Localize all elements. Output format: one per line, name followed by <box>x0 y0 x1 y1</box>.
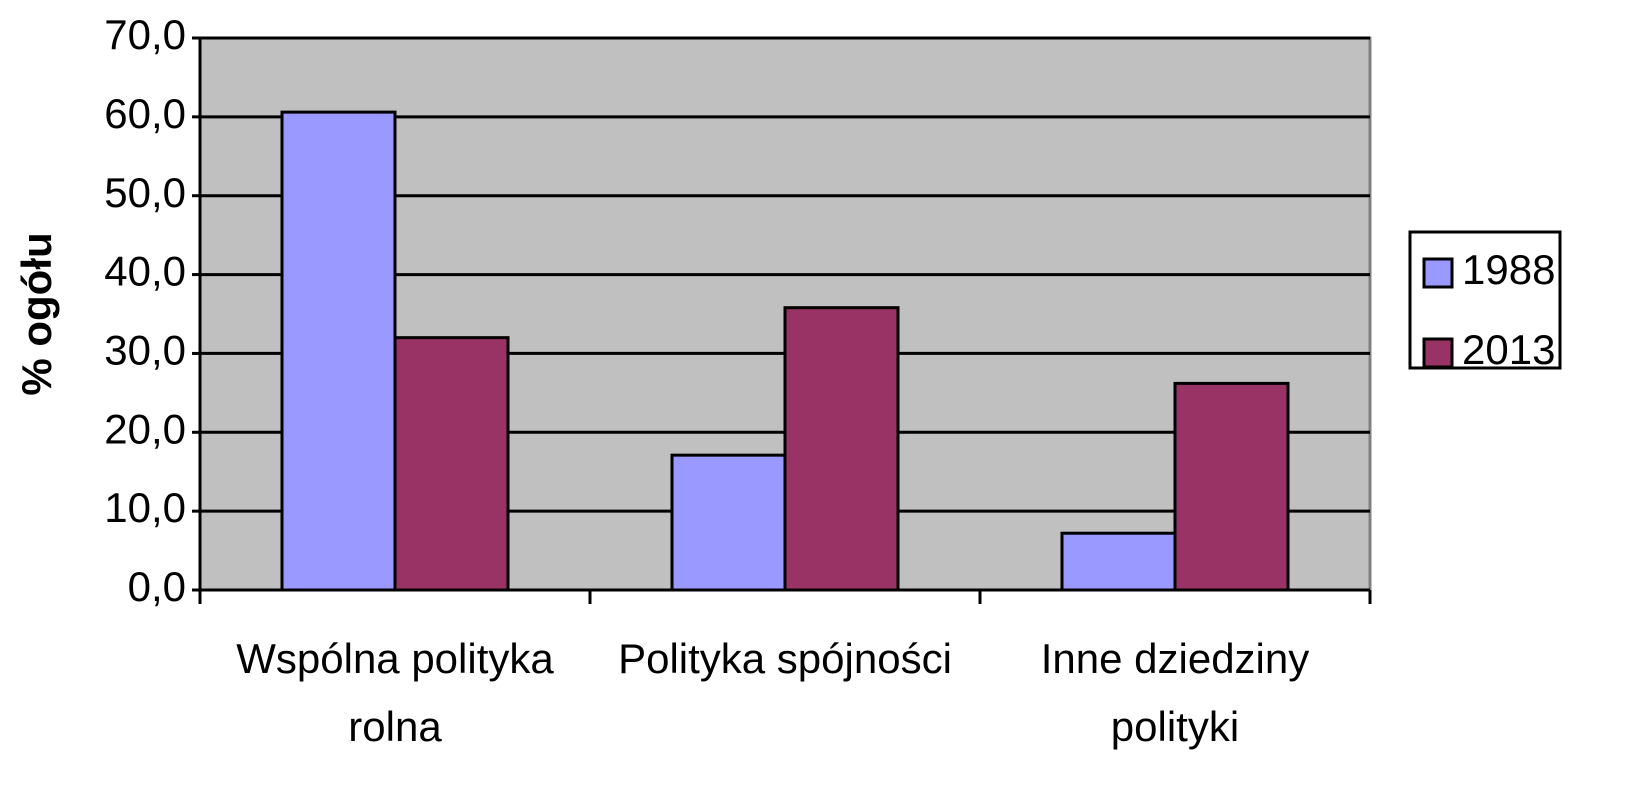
bar <box>1060 531 1177 592</box>
y-tick-label: 30,0 <box>104 327 186 374</box>
y-tick-label: 60,0 <box>104 90 186 137</box>
y-tick-label: 40,0 <box>104 248 186 295</box>
bar <box>1173 381 1290 592</box>
y-tick-label: 0,0 <box>128 563 186 610</box>
bar <box>670 453 787 592</box>
legend-label: 2013 <box>1462 326 1555 373</box>
bar <box>393 336 510 592</box>
x-tick-label: Inne dziedziny polityki <box>1041 635 1310 750</box>
y-tick-label: 20,0 <box>104 405 186 452</box>
legend-swatch <box>1422 337 1454 369</box>
y-axis-label: % ogółu <box>13 232 60 395</box>
bar <box>783 306 900 592</box>
legend-swatch <box>1422 257 1454 289</box>
x-tick-label: Wspólna polityka rolna <box>236 635 554 750</box>
y-tick-label: 10,0 <box>104 484 186 531</box>
y-tick-label: 50,0 <box>104 169 186 216</box>
legend-label: 1988 <box>1462 246 1555 293</box>
y-tick-label: 70,0 <box>104 11 186 58</box>
bar <box>280 110 397 592</box>
x-tick-label: Polityka spójności <box>618 635 952 682</box>
